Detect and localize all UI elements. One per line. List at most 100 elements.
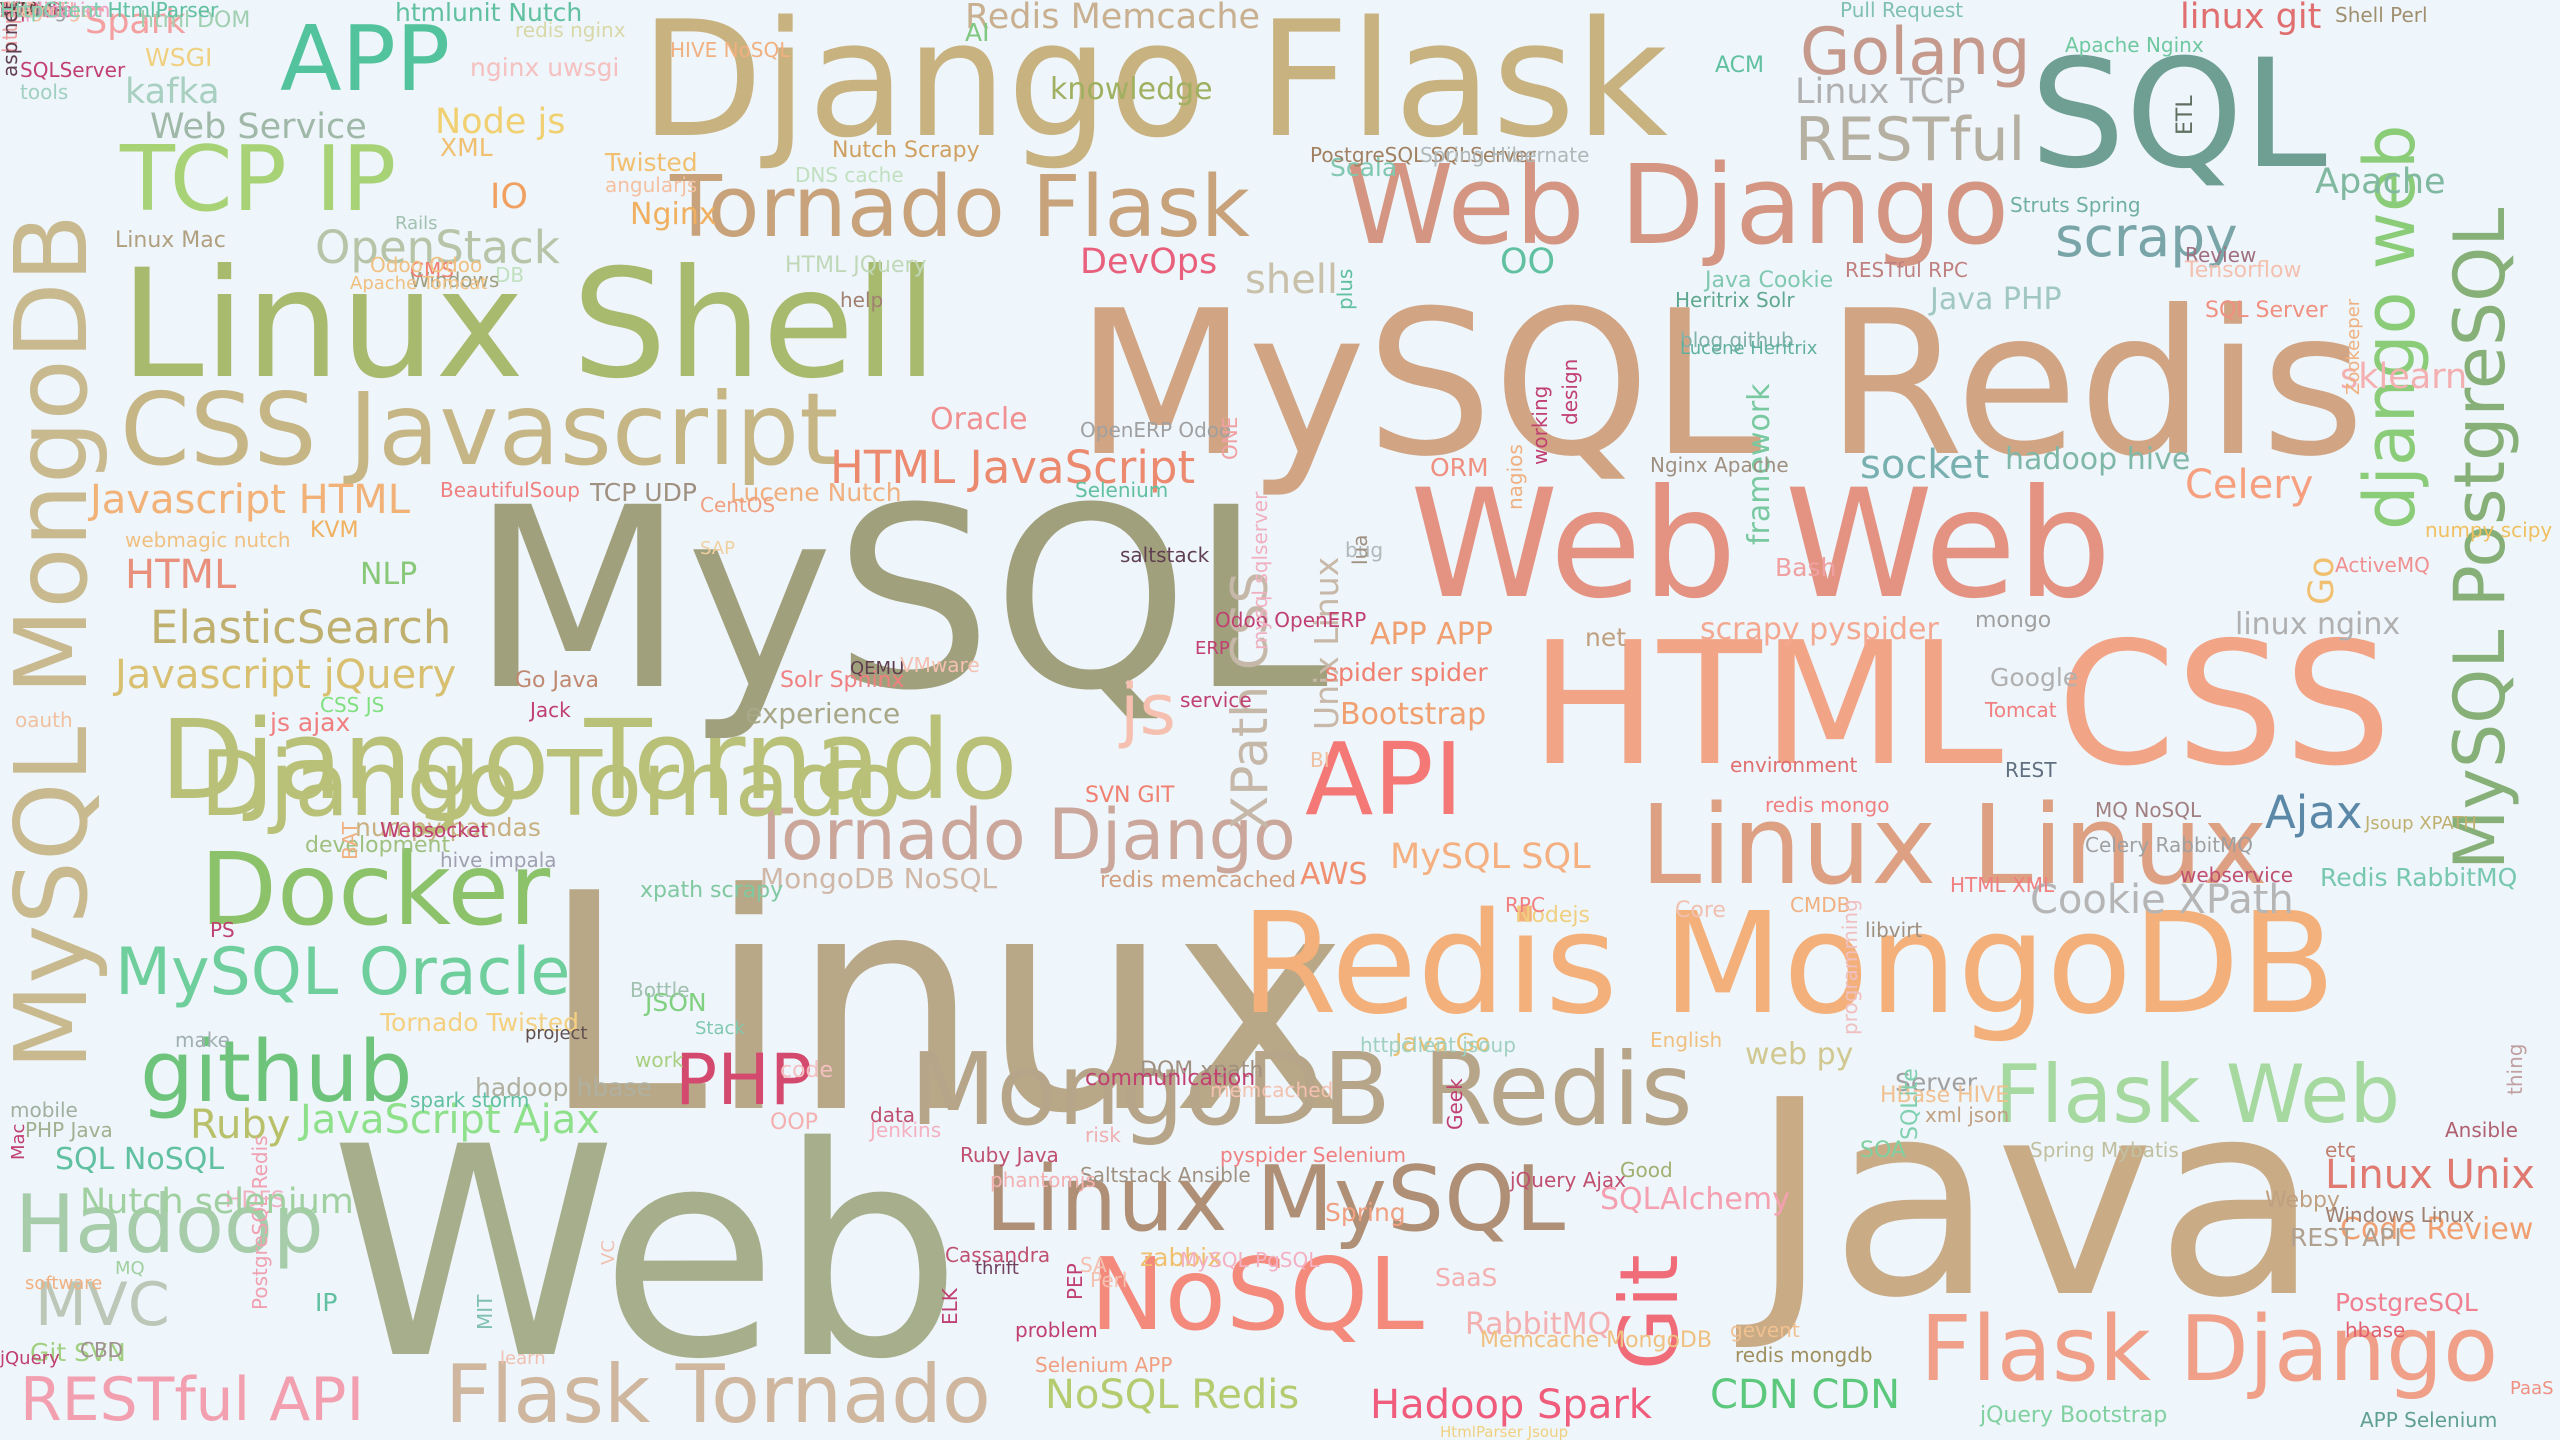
cloud-word: Saltstack Ansible — [1080, 1163, 1251, 1187]
cloud-word: Oracle — [930, 402, 1028, 437]
cloud-word: Bash — [1775, 553, 1837, 582]
cloud-word: HIVE NoSQL — [670, 38, 791, 62]
cloud-word: blog github — [1680, 328, 1794, 352]
cloud-word: Linux Linux — [1640, 781, 2268, 909]
cloud-word: code — [780, 1058, 834, 1083]
cloud-word: ELK — [938, 1288, 962, 1325]
cloud-word: Golang — [1800, 15, 2031, 90]
cloud-word: JavaScript Ajax — [300, 1097, 600, 1143]
cloud-word: Java Cookie — [1705, 268, 1834, 293]
cloud-word: js ajax — [270, 708, 351, 737]
cloud-word: Linux Mac — [115, 228, 226, 253]
cloud-word: help — [840, 288, 884, 312]
cloud-word: Nodejs — [1515, 903, 1590, 928]
cloud-word: CDN CDN — [1710, 1372, 1901, 1418]
cloud-word: problem — [1015, 1318, 1098, 1342]
cloud-word: saltstack — [1120, 543, 1210, 567]
cloud-word: PostgreSQL SQLServer — [1310, 143, 1536, 167]
cloud-word: web py — [1745, 1037, 1854, 1072]
cloud-word: Linux Shell — [120, 238, 938, 412]
cloud-word: Linux Unix — [2325, 1152, 2535, 1198]
cloud-word: BI — [1310, 748, 1330, 772]
cloud-word: OpenERP Odoo — [1080, 418, 1232, 442]
cloud-word: xpath scrapy — [640, 878, 784, 903]
cloud-word: APP — [280, 7, 451, 112]
cloud-word: PaaS — [2510, 1378, 2554, 1399]
cloud-word: work — [635, 1048, 684, 1072]
cloud-word: ElasticSearch — [150, 601, 452, 654]
cloud-word: TCP IP — [120, 127, 397, 232]
cloud-word: Java Go — [1395, 1028, 1491, 1057]
cloud-word: AWS — [1300, 857, 1368, 892]
cloud-word: Tornado Django — [750, 794, 1296, 876]
cloud-word: HTML — [125, 552, 237, 598]
cloud-word: SQLServer — [20, 58, 126, 82]
cloud-word: HTML CSS — [1530, 606, 2392, 804]
cloud-word: Bootstrap — [1340, 697, 1487, 732]
cloud-word: PHP Go — [0, 0, 74, 22]
cloud-word: team — [0, 0, 52, 22]
cloud-word: redis memcached — [1100, 868, 1297, 893]
cloud-word: scrapy — [2055, 205, 2238, 269]
cloud-word: WSGI — [145, 43, 213, 72]
cloud-word: PEP — [1063, 1263, 1087, 1300]
cloud-word: Web — [330, 1086, 963, 1423]
cloud-word: MongoDB Redis — [910, 1031, 1693, 1148]
cloud-word: CBD — [80, 1338, 124, 1362]
cloud-word: MIT — [473, 1294, 497, 1330]
cloud-word: hive impala — [440, 848, 557, 872]
cloud-word: xml json — [1925, 1103, 2010, 1127]
cloud-word: working — [1528, 385, 1552, 465]
cloud-word: PostgreSQL — [2335, 1288, 2478, 1317]
cloud-word: Lucene Heritrix — [1680, 338, 1818, 359]
cloud-word: Celery — [2185, 462, 2314, 508]
cloud-word: sklearn — [2340, 357, 2468, 397]
cloud-word: KVM — [310, 518, 359, 543]
cloud-word: DNS cache — [795, 163, 904, 187]
cloud-word: MySQL PgSQL — [1180, 1248, 1320, 1272]
cloud-word: zabbix — [1140, 1243, 1222, 1272]
cloud-word: PS — [210, 918, 235, 942]
cloud-word: PHP — [675, 1039, 813, 1121]
cloud-word: OO — [1500, 242, 1556, 282]
cloud-word: Cookie XPath — [2030, 877, 2294, 923]
cloud-word: RabbitMQ — [1465, 1307, 1612, 1342]
cloud-word: Windows — [410, 268, 500, 292]
cloud-word: CSS Javascript — [120, 371, 839, 488]
cloud-word: QEMU — [850, 658, 905, 679]
cloud-word: Web Web — [1410, 458, 2112, 632]
cloud-word: CMDB — [1790, 893, 1851, 917]
cloud-word: nginx uwsgi — [470, 53, 620, 82]
cloud-word: experience — [745, 697, 901, 730]
cloud-word: Scala — [1330, 153, 1398, 182]
cloud-word: MQ — [115, 1258, 145, 1279]
cloud-word: kafka — [125, 72, 220, 112]
cloud-word: oauth — [15, 708, 73, 732]
cloud-word: CMS — [410, 258, 454, 282]
cloud-word: development — [305, 833, 451, 858]
cloud-word: SaaS — [1435, 1263, 1498, 1292]
cloud-word: numpy scipy — [2425, 518, 2553, 542]
cloud-word: OOP — [770, 1110, 818, 1135]
cloud-word: MongoDB NoSQL — [760, 862, 998, 895]
cloud-word: Review — [2185, 243, 2257, 267]
cloud-word: thing — [2503, 1043, 2527, 1095]
cloud-word: bug — [1345, 538, 1384, 562]
cloud-word: ERP — [1195, 638, 1230, 659]
cloud-word: data — [870, 1103, 916, 1127]
cloud-word: Linux TCP — [1795, 72, 1966, 112]
cloud-word: SQL NoSQL — [55, 1142, 225, 1177]
cloud-word: Cassandra — [945, 1243, 1051, 1267]
cloud-word: Selenium — [1075, 478, 1169, 502]
cloud-word: jQuery Ajax — [1510, 1168, 1627, 1192]
cloud-word: ACM — [1715, 53, 1765, 78]
cloud-word: risk — [1085, 1123, 1121, 1147]
cloud-word: jQuery — [0, 1348, 60, 1369]
cloud-word: Docker — [200, 831, 551, 948]
cloud-word: hadoop hive — [2005, 442, 2191, 477]
cloud-word: Flask Django — [1920, 1297, 2499, 1402]
cloud-word: shell — [1245, 257, 1339, 303]
cloud-word: application — [0, 0, 111, 22]
cloud-word: IP — [315, 1288, 338, 1317]
